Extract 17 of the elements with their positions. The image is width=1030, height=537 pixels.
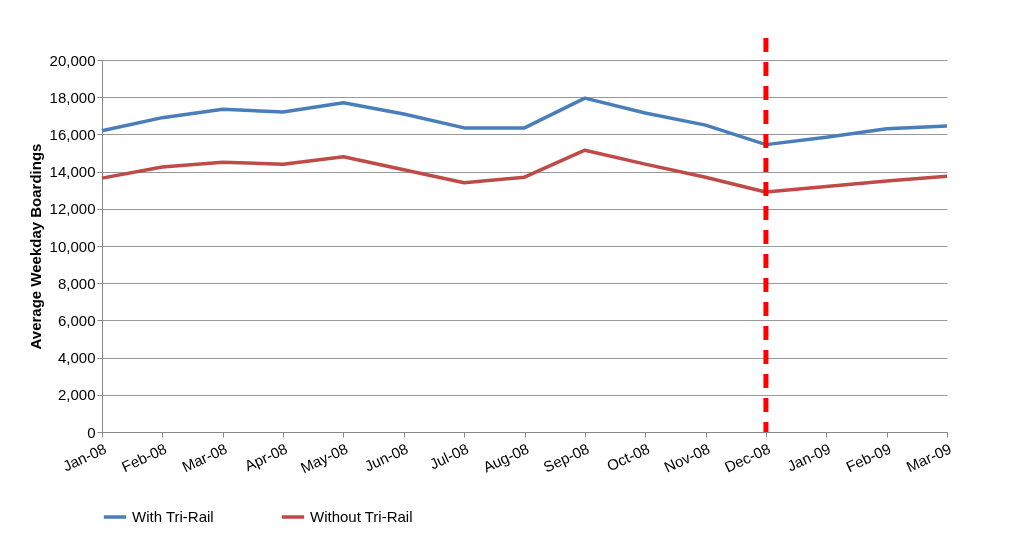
y-tick-label: 2,000	[57, 386, 96, 404]
legend-label: Without Tri-Rail	[310, 508, 413, 525]
line-series	[100, 148, 949, 194]
legend-label: With Tri-Rail	[132, 508, 214, 525]
y-axis-title: Average Weekday Boardings	[26, 143, 44, 350]
y-tick-label: 18,000	[49, 88, 96, 106]
y-tick-label: 20,000	[49, 51, 96, 69]
y-tick-label: 16,000	[49, 125, 96, 143]
y-tick-label: 6,000	[57, 311, 96, 329]
y-tick-label: 14,000	[49, 163, 96, 181]
x-tick-label: Jul-08	[426, 439, 471, 473]
y-tick-label: 10,000	[49, 237, 96, 255]
y-tick-label: 0	[87, 423, 96, 441]
y-tick-label: 8,000	[57, 274, 96, 292]
y-tick-label: 4,000	[57, 349, 96, 367]
line-series	[100, 96, 949, 147]
y-tick-label: 12,000	[49, 200, 96, 218]
